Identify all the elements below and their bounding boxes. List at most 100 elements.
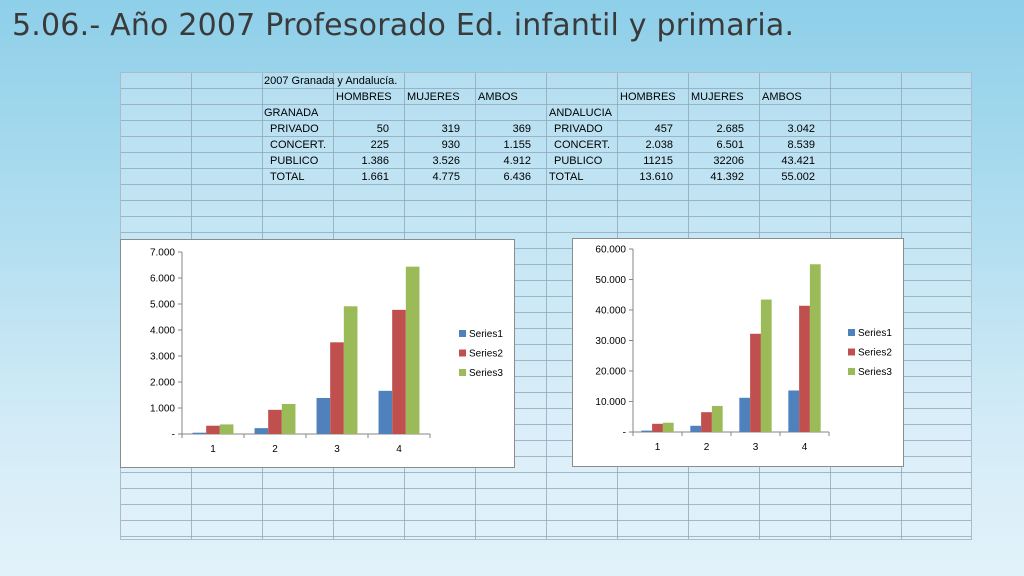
- bar-series2-cat-3: [750, 333, 761, 432]
- bar-series2-cat-1: [206, 425, 220, 434]
- granada-cell: 369: [512, 123, 531, 135]
- bar-series1-cat-3: [316, 397, 331, 434]
- granada-cell: 4.912: [503, 155, 531, 167]
- y-tick-label: 40.000: [595, 306, 626, 317]
- x-tick-label: 4: [396, 444, 402, 455]
- legend-label: Series3: [858, 367, 892, 378]
- legend-swatch: [848, 368, 855, 375]
- x-tick-label: 4: [802, 442, 808, 453]
- chart-andalucia: - 10.000 20.000 30.000 40.000 50.000 60.000 1 2 3…: [572, 238, 904, 467]
- bar-series3-cat-1: [662, 422, 674, 432]
- region-label-granada: GRANADA: [264, 107, 319, 119]
- y-tick-label: 4.000: [150, 326, 175, 337]
- andalucia-cell: 43.421: [781, 155, 815, 167]
- granada-cell: 1.386: [361, 155, 389, 167]
- andalucia-row-label: CONCERT.: [554, 139, 611, 151]
- bar-series3-cat-2: [711, 405, 723, 432]
- andalucia-row-label: TOTAL: [549, 171, 584, 183]
- granada-cell: 319: [441, 123, 460, 135]
- andalucia-row-label: PUBLICO: [554, 155, 603, 167]
- bar-series2-cat-4: [799, 305, 810, 432]
- y-tick-label: 6.000: [150, 274, 175, 285]
- granada-cell: 1.155: [503, 139, 531, 151]
- granada-row-label: CONCERT.: [270, 139, 327, 151]
- y-tick-label: 7.000: [150, 248, 175, 259]
- bar-series3-cat-3: [343, 306, 358, 434]
- col-header-andalucia-ambos: AMBOS: [762, 91, 802, 103]
- y-tick-label: -: [172, 430, 175, 441]
- legend-label: Series1: [858, 328, 892, 339]
- andalucia-cell: 13.610: [639, 171, 673, 183]
- bar-series3-cat-4: [405, 266, 420, 434]
- granada-row-label: PRIVADO: [270, 123, 319, 135]
- andalucia-cell: 6.501: [716, 139, 744, 151]
- col-header-andalucia-mujeres: MUJERES: [691, 91, 744, 103]
- andalucia-cell: 11215: [643, 155, 673, 167]
- slide-title: 5.06.- Año 2007 Profesorado Ed. infantil…: [12, 8, 795, 43]
- granada-cell: 930: [441, 139, 460, 151]
- y-tick-label: 60.000: [595, 245, 626, 256]
- legend-swatch: [459, 369, 466, 376]
- y-tick-label: 50.000: [595, 275, 626, 286]
- andalucia-cell: 457: [654, 123, 673, 135]
- chart-granada: - 1.000 2.000 3.000 4.000 5.000 6.000 7.000 1 2 3 4…: [120, 239, 515, 468]
- y-tick-label: 20.000: [595, 367, 626, 378]
- x-tick-label: 3: [753, 442, 759, 453]
- chart-andalucia-svg: - 10.000 20.000 30.000 40.000 50.000 60.000 1 2 3…: [595, 245, 892, 454]
- bar-series2-cat-1: [652, 423, 663, 432]
- granada-cell: 1.661: [361, 171, 389, 183]
- bar-series2-cat-3: [330, 342, 344, 434]
- granada-row-label: PUBLICO: [270, 155, 319, 167]
- bar-series1-cat-2: [254, 428, 269, 434]
- y-tick-label: -: [623, 428, 626, 439]
- y-tick-label: 30.000: [595, 336, 626, 347]
- bar-series3-cat-4: [809, 264, 821, 432]
- x-tick-label: 2: [704, 442, 710, 453]
- legend-swatch: [848, 348, 855, 356]
- bar-series1-cat-4: [788, 390, 800, 432]
- bar-series2-cat-2: [268, 409, 282, 434]
- x-tick-label: 3: [334, 444, 340, 455]
- granada-cell: 50: [376, 123, 389, 135]
- y-tick-label: 1.000: [150, 404, 175, 415]
- bar-series1-cat-1: [192, 432, 207, 434]
- x-tick-label: 1: [655, 442, 661, 453]
- y-tick-label: 5.000: [150, 300, 175, 311]
- bar-series2-cat-2: [701, 412, 712, 432]
- granada-cell: 225: [370, 139, 389, 151]
- legend-swatch: [459, 349, 466, 357]
- col-header-granada-mujeres: MUJERES: [407, 91, 460, 103]
- granada-cell: 4.775: [432, 171, 460, 183]
- andalucia-cell: 3.042: [787, 123, 815, 135]
- legend-label: Series1: [469, 329, 503, 340]
- andalucia-cell: 41.392: [710, 171, 744, 183]
- andalucia-cell: 8.539: [787, 139, 815, 151]
- granada-row-label: TOTAL: [270, 171, 305, 183]
- bar-series2-cat-4: [392, 309, 406, 434]
- legend-label: Series2: [469, 349, 503, 360]
- legend-label: Series3: [469, 368, 503, 379]
- legend-label: Series2: [858, 348, 892, 359]
- y-tick-label: 2.000: [150, 378, 175, 389]
- table-heading: 2007 Granada y Andalucía.: [264, 75, 398, 87]
- col-header-andalucia-hombres: HOMBRES: [620, 91, 676, 103]
- x-tick-label: 2: [272, 444, 278, 455]
- legend-swatch: [848, 329, 855, 336]
- x-tick-label: 1: [210, 444, 216, 455]
- bar-series1-cat-1: [641, 430, 653, 432]
- bar-series3-cat-2: [281, 403, 296, 434]
- granada-cell: 6.436: [503, 171, 531, 183]
- bar-series3-cat-3: [760, 299, 772, 432]
- y-tick-label: 10.000: [595, 397, 626, 408]
- andalucia-cell: 32206: [713, 155, 744, 167]
- andalucia-row-label: PRIVADO: [554, 123, 603, 135]
- andalucia-cell: 55.002: [781, 171, 815, 183]
- bar-series1-cat-3: [739, 397, 751, 432]
- andalucia-cell: 2.685: [716, 123, 744, 135]
- chart-granada-svg: - 1.000 2.000 3.000 4.000 5.000 6.000 7.000 1 2 3 4…: [150, 248, 503, 456]
- col-header-granada-ambos: AMBOS: [478, 91, 518, 103]
- granada-cell: 3.526: [432, 155, 460, 167]
- legend-swatch: [459, 330, 466, 337]
- bar-series1-cat-4: [378, 390, 393, 434]
- region-label-andalucia: ANDALUCIA: [549, 107, 612, 119]
